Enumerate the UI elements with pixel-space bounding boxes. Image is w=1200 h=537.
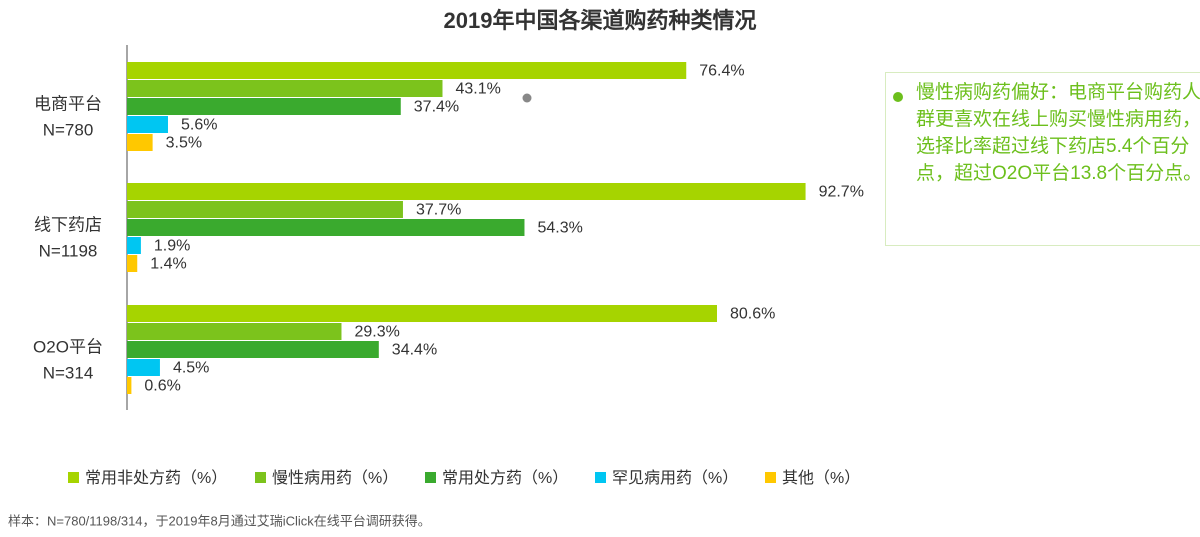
value-label: 43.1% [455, 81, 500, 98]
bar [127, 201, 403, 218]
category-label: O2O平台 [33, 337, 103, 356]
bar [127, 359, 160, 376]
legend-label: 常用非处方药（%） [85, 469, 227, 487]
bar [127, 134, 153, 151]
category-label: N=1198 [39, 241, 98, 260]
footnote: 样本：N=780/1198/314，于2019年8月通过艾瑞iClick在线平台… [8, 513, 431, 528]
bar [127, 255, 138, 272]
category-label: N=314 [43, 363, 94, 382]
bar [127, 183, 806, 200]
value-label: 37.7% [416, 202, 461, 219]
value-label: 5.6% [181, 117, 217, 134]
value-label: 1.9% [154, 238, 190, 255]
bar [127, 62, 687, 79]
connector-dot [522, 93, 532, 103]
legend-swatch [425, 472, 436, 483]
value-label: 34.4% [392, 342, 437, 359]
category-label: N=780 [43, 120, 94, 139]
value-label: 92.7% [819, 184, 864, 201]
bar [127, 98, 401, 115]
annotation-dot [893, 92, 903, 102]
bar [127, 219, 525, 236]
bar [127, 377, 132, 394]
legend-label: 其他（%） [782, 469, 860, 487]
bar [127, 80, 443, 97]
value-label: 76.4% [699, 63, 744, 80]
bar [127, 237, 141, 254]
legend-swatch [68, 472, 79, 483]
value-label: 29.3% [354, 324, 399, 341]
bar [127, 305, 717, 322]
legend-label: 慢性病用药（%） [272, 469, 398, 487]
bar [127, 116, 168, 133]
value-label: 4.5% [173, 360, 209, 377]
value-label: 80.6% [730, 306, 775, 323]
category-label: 电商平台 [34, 94, 102, 113]
value-label: 37.4% [414, 99, 459, 116]
bar [127, 341, 379, 358]
chart-title: 2019年中国各渠道购药种类情况 [444, 8, 757, 33]
bar [127, 323, 342, 340]
legend-label: 罕见病用药（%） [612, 469, 738, 487]
legend-swatch [255, 472, 266, 483]
value-label: 3.5% [166, 135, 202, 152]
legend-label: 常用处方药（%） [442, 469, 568, 487]
legend-swatch [595, 472, 606, 483]
value-label: 0.6% [144, 378, 180, 395]
annotation: 慢性病购药偏好：电商平台购药人群更喜欢在线上购买慢性病用药，选择比率超过线下药店… [885, 72, 1200, 246]
legend-swatch [765, 472, 776, 483]
value-label: 1.4% [150, 256, 186, 273]
value-label: 54.3% [537, 220, 582, 237]
category-label: 线下药店 [34, 215, 102, 234]
